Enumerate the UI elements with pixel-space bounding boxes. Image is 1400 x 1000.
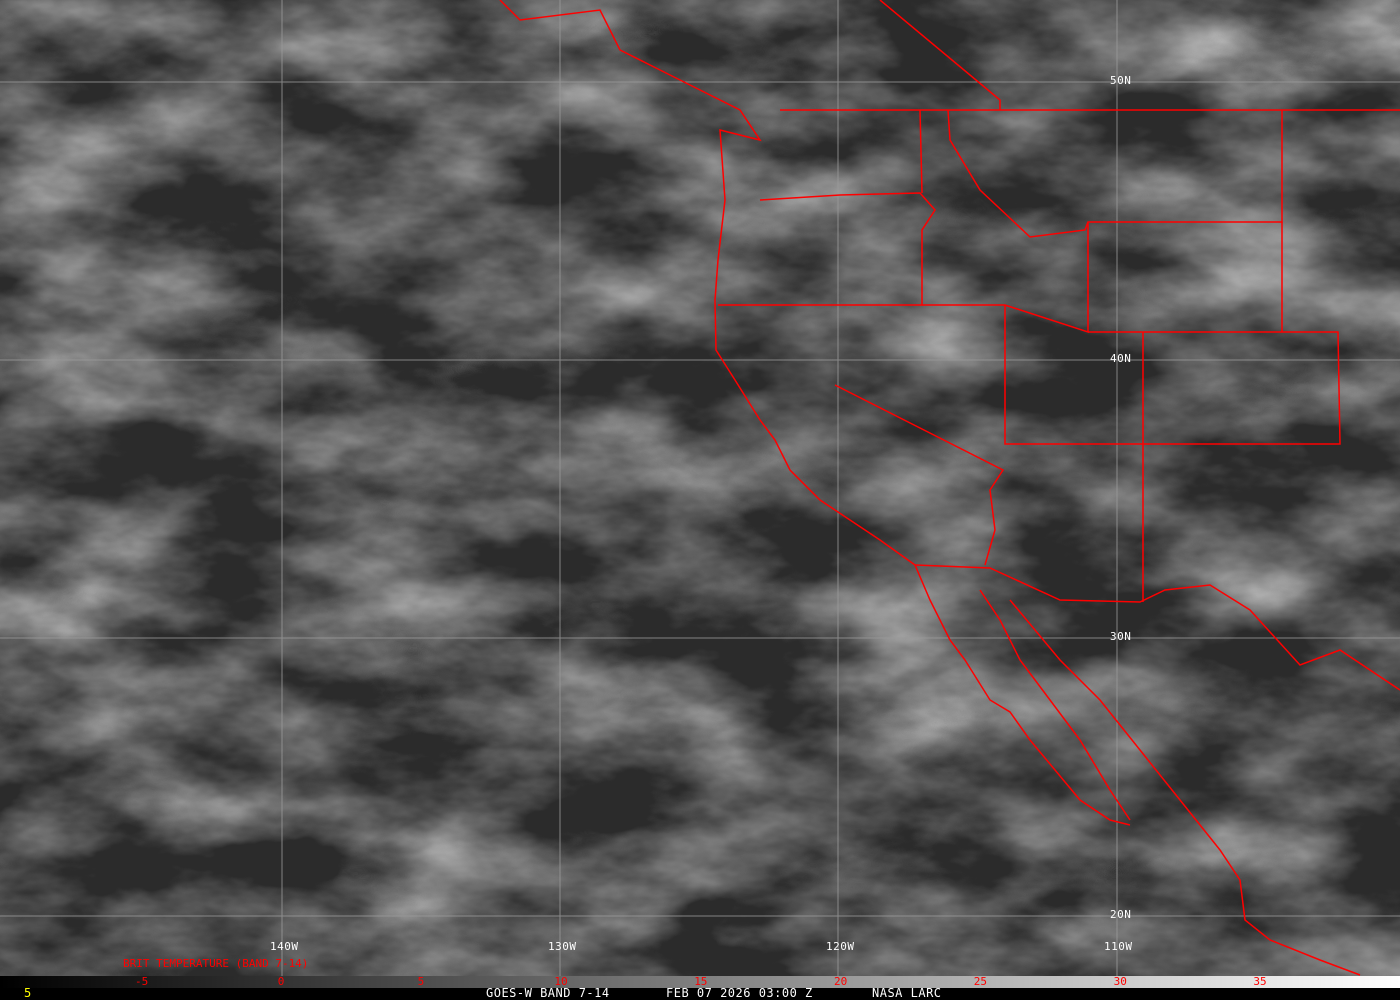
credit: NASA LARC bbox=[872, 986, 942, 1000]
lat-label-50n: 50N bbox=[1110, 74, 1132, 87]
colorbar-tick-label: 15 bbox=[694, 975, 708, 988]
footer-bar: 5 GOES-W BAND 7-14 FEB 07 2026 03:00 Z N… bbox=[0, 986, 1400, 1000]
colorbar-tick-label: 20 bbox=[834, 975, 848, 988]
border-us-mexico bbox=[914, 564, 1400, 691]
lat-label-40n: 40N bbox=[1110, 352, 1132, 365]
lat-label-20n: 20N bbox=[1110, 908, 1132, 921]
lon-label-130w: 130W bbox=[548, 940, 577, 953]
cloud-layer bbox=[0, 0, 1400, 976]
colorbar-tick-label: -5 bbox=[135, 975, 149, 988]
colorbar-tick-label: 25 bbox=[973, 975, 988, 988]
product-title: GOES-W BAND 7-14 bbox=[486, 986, 610, 1000]
timestamp: FEB 07 2026 03:00 Z bbox=[666, 986, 813, 1000]
frame-number: 5 bbox=[24, 986, 32, 1000]
lon-label-140w: 140W bbox=[270, 940, 299, 953]
colorbar bbox=[0, 976, 1400, 988]
colorbar-tick-label: 10 bbox=[554, 975, 568, 988]
political-boundaries bbox=[499, 0, 1400, 976]
colorbar-title: BRIT TEMPERATURE (BAND 7-14) bbox=[123, 957, 309, 970]
lat-lon-grid bbox=[0, 0, 1400, 976]
coastline-gulf bbox=[979, 589, 1131, 821]
colorbar-tick-label: 35 bbox=[1253, 975, 1267, 988]
colorbar-tick-label: 30 bbox=[1113, 975, 1127, 988]
coastline-mexico bbox=[1009, 599, 1361, 976]
lat-label-30n: 30N bbox=[1110, 630, 1132, 643]
border-canada-provinces bbox=[879, 0, 1001, 110]
lon-label-110w: 110W bbox=[1104, 940, 1133, 953]
coastline-pacific bbox=[499, 0, 1131, 826]
colorbar-tick-label: 5 bbox=[417, 975, 425, 988]
colorbar-tick-label: 0 bbox=[277, 975, 285, 988]
lon-label-120w: 120W bbox=[826, 940, 855, 953]
